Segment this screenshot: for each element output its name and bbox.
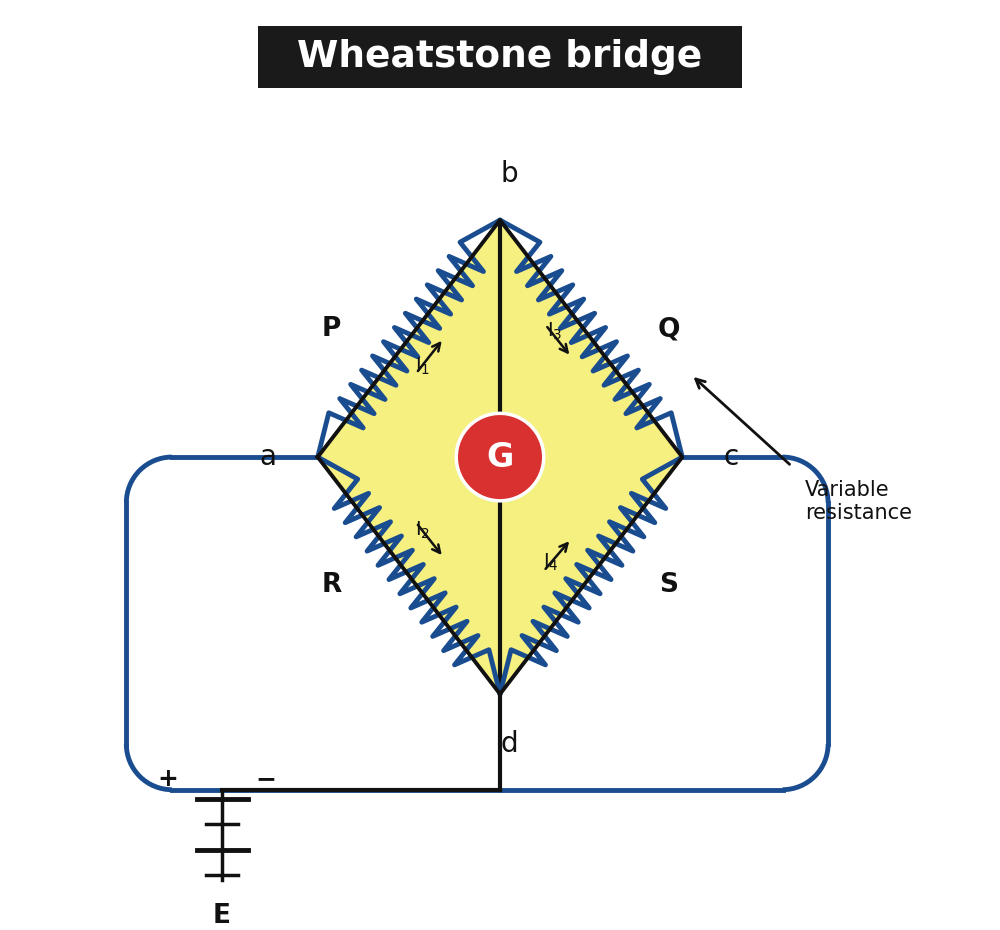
Text: d: d [500, 730, 518, 759]
Text: R: R [321, 572, 342, 598]
Text: S: S [659, 572, 678, 598]
Text: a: a [260, 443, 277, 472]
Polygon shape [318, 220, 682, 694]
Text: I$_3$: I$_3$ [547, 321, 562, 342]
Text: +: + [157, 766, 178, 790]
Text: P: P [322, 316, 341, 342]
Text: I$_4$: I$_4$ [543, 551, 559, 573]
FancyBboxPatch shape [258, 26, 742, 88]
Text: I$_2$: I$_2$ [415, 519, 430, 540]
Text: G: G [486, 441, 514, 473]
Text: Wheatstone bridge: Wheatstone bridge [297, 39, 703, 75]
Text: Variable
resistance: Variable resistance [805, 480, 912, 523]
Circle shape [456, 413, 544, 501]
Text: c: c [723, 443, 739, 472]
Text: b: b [500, 160, 518, 188]
Text: −: − [255, 766, 276, 790]
Text: I$_1$: I$_1$ [415, 355, 430, 377]
Text: Q: Q [657, 316, 680, 342]
Text: E: E [213, 903, 231, 929]
